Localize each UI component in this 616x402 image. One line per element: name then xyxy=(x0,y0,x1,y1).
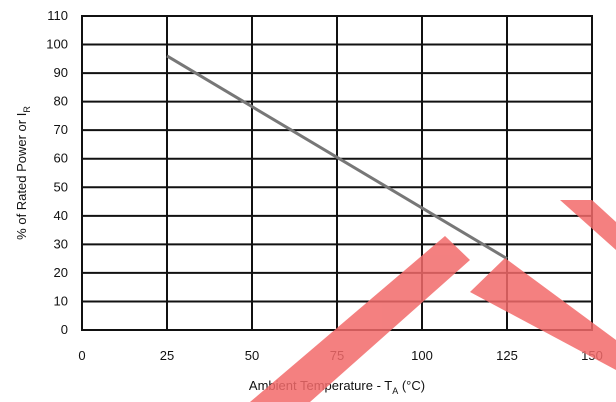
x-tick-label: 100 xyxy=(411,348,433,363)
y-tick-label: 0 xyxy=(61,322,68,337)
y-tick-label: 10 xyxy=(54,293,68,308)
y-axis-title: % of Rated Power or IR xyxy=(14,106,32,240)
y-tick-label: 100 xyxy=(46,37,68,52)
y-tick-label: 90 xyxy=(54,65,68,80)
y-tick-label: 50 xyxy=(54,179,68,194)
y-tick-label: 30 xyxy=(54,236,68,251)
x-tick-label: 125 xyxy=(496,348,518,363)
y-tick-label: 80 xyxy=(54,94,68,109)
y-tick-labels: 0 10 20 30 40 50 60 70 80 90 100 110 xyxy=(46,8,68,337)
x-tick-label: 25 xyxy=(160,348,174,363)
y-tick-label: 40 xyxy=(54,208,68,223)
y-tick-label: 20 xyxy=(54,265,68,280)
derating-line xyxy=(166,54,508,260)
y-tick-label: 110 xyxy=(47,8,68,23)
watermark-logo xyxy=(250,200,616,402)
x-tick-label: 50 xyxy=(245,348,259,363)
x-tick-label: 0 xyxy=(78,348,85,363)
y-tick-label: 60 xyxy=(54,151,68,166)
series-group xyxy=(166,54,508,260)
y-tick-label: 70 xyxy=(54,122,68,137)
